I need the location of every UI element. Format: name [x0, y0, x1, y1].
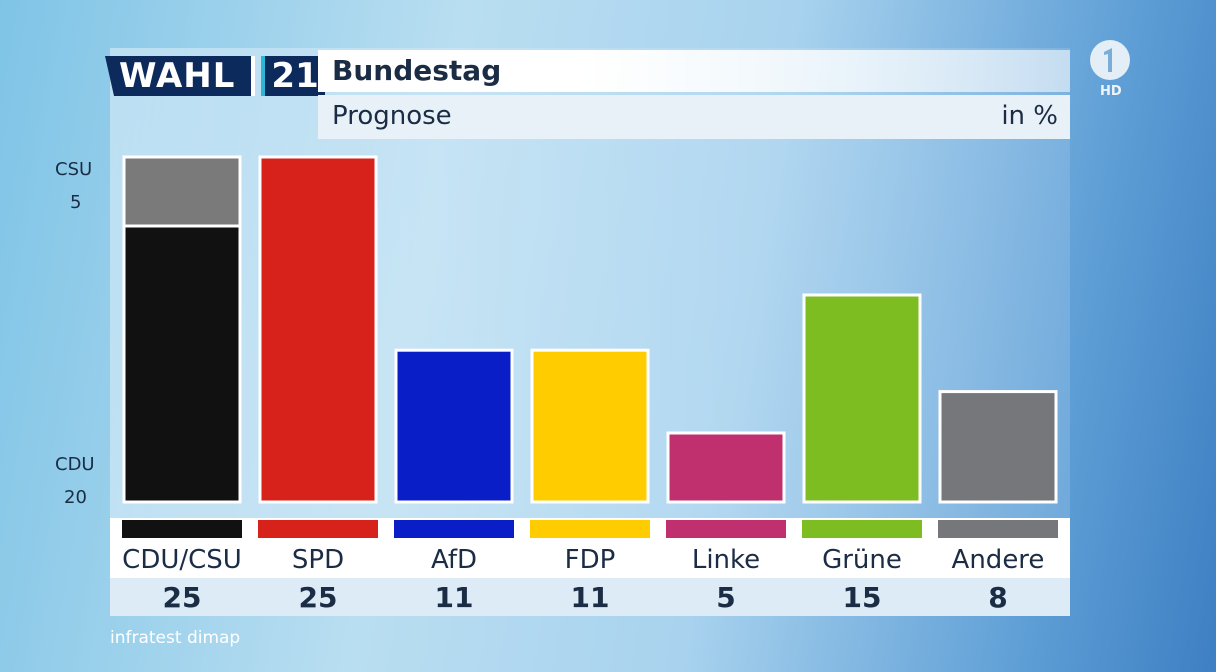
- bar-andere: [938, 390, 1058, 504]
- bar-gr-ne: [802, 293, 922, 504]
- color-swatch-gr-ne: [802, 520, 922, 538]
- category-label-linke: Linke: [692, 545, 760, 575]
- segment-label-csu-name: CSU: [55, 159, 92, 180]
- bar-fdp: [530, 348, 650, 504]
- wahl21-logo: WAHL 21: [105, 56, 325, 96]
- chart-title: Bundestag: [332, 54, 502, 87]
- value-label-linke: 5: [716, 581, 735, 614]
- color-swatch-andere: [938, 520, 1058, 538]
- category-label-andere: Andere: [952, 545, 1045, 575]
- segment-label-cdu-value: 20: [64, 487, 87, 508]
- value-labels-group: 25 25 11 11 5 15 8: [163, 581, 1008, 614]
- value-label-spd: 25: [299, 581, 338, 614]
- bar-segment-cdu: [122, 224, 242, 504]
- color-swatch-linke: [666, 520, 786, 538]
- category-label-fdp: FDP: [565, 545, 616, 575]
- segment-label-cdu-name: CDU: [55, 454, 95, 475]
- color-swatches-group: [122, 520, 1058, 538]
- title-bar: Bundestag: [318, 50, 1070, 92]
- segment-label-csu-value: 5: [70, 192, 81, 213]
- value-label-fdp: 11: [571, 581, 610, 614]
- ard-one-icon: [1090, 40, 1130, 80]
- party-value-row: [110, 578, 1070, 616]
- value-label-andere: 8: [988, 581, 1007, 614]
- category-label-afd: AfD: [431, 545, 477, 575]
- value-label-cdu-csu: 25: [163, 581, 202, 614]
- category-labels-group: CDU/CSU SPD AfD FDP Linke Grüne Andere: [122, 545, 1044, 575]
- category-label-spd: SPD: [292, 545, 344, 575]
- value-label-gr-ne: 15: [843, 581, 882, 614]
- chart-subtitle: Prognose: [332, 101, 452, 131]
- color-swatch-cdu-csu: [122, 520, 242, 538]
- hd-badge: HD: [1100, 84, 1122, 99]
- color-swatch-spd: [258, 520, 378, 538]
- unit-label: in %: [1001, 101, 1058, 131]
- category-label-gr-ne: Grüne: [822, 545, 902, 575]
- subtitle-bar: Prognose in %: [318, 95, 1070, 139]
- color-swatch-afd: [394, 520, 514, 538]
- bar-spd: [258, 155, 378, 504]
- logo-wahl-text: WAHL: [105, 56, 256, 96]
- source-credit: infratest dimap: [110, 628, 241, 648]
- bar-linke: [666, 431, 786, 504]
- bars-group: [122, 155, 1058, 504]
- logo-year-text: 21: [261, 56, 325, 96]
- bar-afd: [394, 348, 514, 504]
- color-swatch-fdp: [530, 520, 650, 538]
- category-label-cdu-csu: CDU/CSU: [122, 545, 242, 575]
- bar-segment-csu: [122, 155, 242, 228]
- value-label-afd: 11: [435, 581, 474, 614]
